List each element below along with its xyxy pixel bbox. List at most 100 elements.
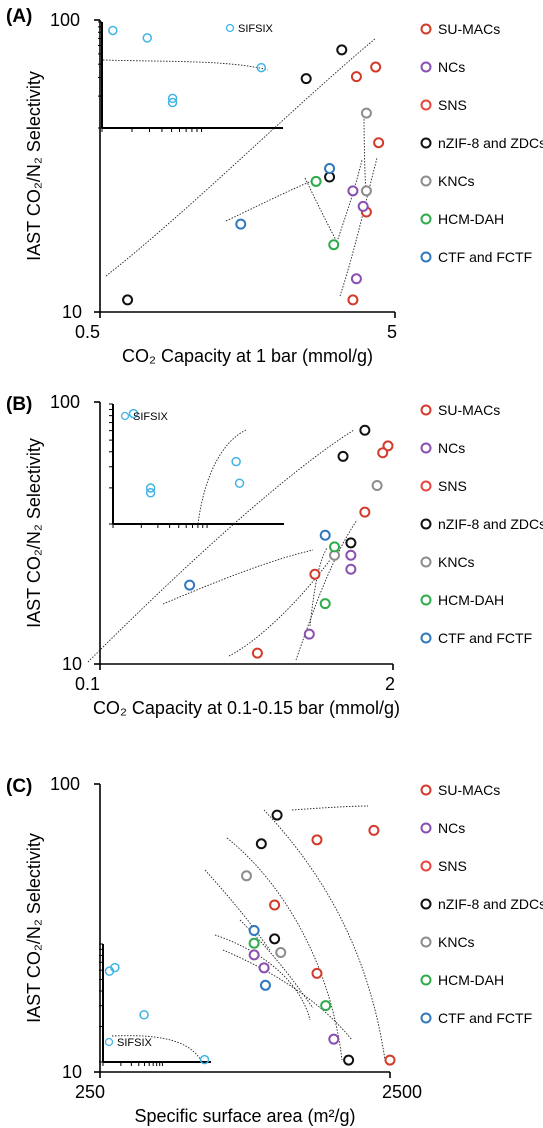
legend-label: nZIF-8 and ZDCs [438,516,543,532]
data-point [347,185,359,197]
legend-marker [420,936,432,948]
data-point [368,824,380,836]
legend-label: nZIF-8 and ZDCs [438,896,543,912]
data-point [248,949,260,961]
y-axis-title: IAST CO₂/N₂ Selectivity [24,833,44,1023]
data-point [311,834,323,846]
data-point [347,294,359,306]
x-axis-title: Specific surface area (m²/g) [134,1106,355,1126]
legend-label: SNS [438,478,467,494]
inset-series [108,25,267,108]
series-ctf-and-fctf [235,163,336,230]
trend-line [363,109,367,192]
legend-marker [420,1012,432,1024]
inset-label: SIFSIX [117,1037,153,1049]
inset-point [145,488,156,498]
x-tick-label: 0.5 [75,322,100,342]
legend-marker [420,784,432,796]
legend-label: SU-MACs [438,402,500,418]
panel-label: (B) [6,394,32,415]
legend-label: CTF and FCTF [438,630,532,646]
y-tick-label: 100 [50,774,80,794]
series-ncs [347,185,369,285]
y-tick-label: 10 [62,654,82,674]
inset-label: SIFSIX [133,411,169,423]
panel-b: (B) 100 100.1 2 CO₂ Capacity at 0.1-0.15 bar… [6,392,543,718]
data-point [373,137,385,149]
legend-marker [420,99,432,111]
panel-label: (A) [6,6,32,27]
data-point [319,529,331,541]
legend-marker [420,137,432,149]
legend-marker [420,974,432,986]
legend-marker [420,61,432,73]
trend-line [263,809,386,1061]
panel-label: (C) [6,776,32,797]
legend-label: SU-MACs [438,782,500,798]
data-point [343,1054,355,1066]
data-point [384,1054,396,1066]
legend-label: HCM-DAH [438,972,504,988]
data-point [248,937,260,949]
legend-marker [420,251,432,263]
inset-point [110,962,120,973]
trend-line [214,934,311,1021]
legend-label: KNCs [438,554,475,570]
data-point [336,44,348,56]
inset-legend-marker [225,23,235,33]
inset-point [199,1054,210,1065]
legend-label: NCs [438,59,465,75]
data-point [255,838,267,850]
inset-point [145,483,156,493]
data-point [370,61,382,73]
data-point [360,185,372,197]
data-point [251,647,263,659]
legend-label: HCM-DAH [438,592,504,608]
trend-line [204,869,271,951]
inset-point [139,1010,149,1020]
legend-marker [420,213,432,225]
x-tick-label: 250 [75,1082,105,1102]
inset-point [234,478,245,488]
data-point [360,107,372,119]
inset-point [167,93,178,104]
data-point [271,809,283,821]
legend-label: nZIF-8 and ZDCs [438,135,543,151]
data-point [329,541,341,553]
y-axis-title: IAST CO₂/N₂ Selectivity [24,71,44,261]
legend-marker [420,404,432,416]
trend-line [197,429,247,525]
x-axis-title: CO₂ Capacity at 0.1-0.15 bar (mmol/g) [93,698,400,718]
legend-label: SNS [438,97,467,113]
x-tick-label: 0.1 [75,674,100,694]
y-tick-label: 10 [62,302,82,322]
series-kncs [360,107,372,197]
data-point [310,175,322,187]
data-point [319,598,331,610]
legend: SU-MACs NCs SNS nZIF-8 and ZDCs KNCs HCM-DAH C… [420,21,543,265]
x-axis-title: CO₂ Capacity at 1 bar (mmol/g) [122,346,373,366]
series-su-macs [347,61,385,306]
trend-line [336,159,363,243]
legend-marker [420,594,432,606]
data-point [345,537,357,549]
legend-marker [420,632,432,644]
trend-line [339,157,378,297]
series-hcm-dah [248,937,332,1012]
data-point [235,218,247,230]
trend-line [162,549,314,605]
trend-line [225,177,321,222]
data-point [303,628,315,640]
legend: SU-MACs NCs SNS nZIF-8 and ZDCs KNCs HCM-DAH C… [420,402,543,646]
data-point [311,967,323,979]
data-point [345,549,357,561]
series-ctf-and-fctf [184,529,331,591]
inset-point [128,408,139,419]
legend-label: CTF and FCTF [438,1010,532,1026]
data-point [269,899,281,911]
inset-point [167,97,178,108]
data-point [258,962,270,974]
inset-series [128,408,245,498]
legend-marker [420,556,432,568]
inset-point [256,62,267,73]
